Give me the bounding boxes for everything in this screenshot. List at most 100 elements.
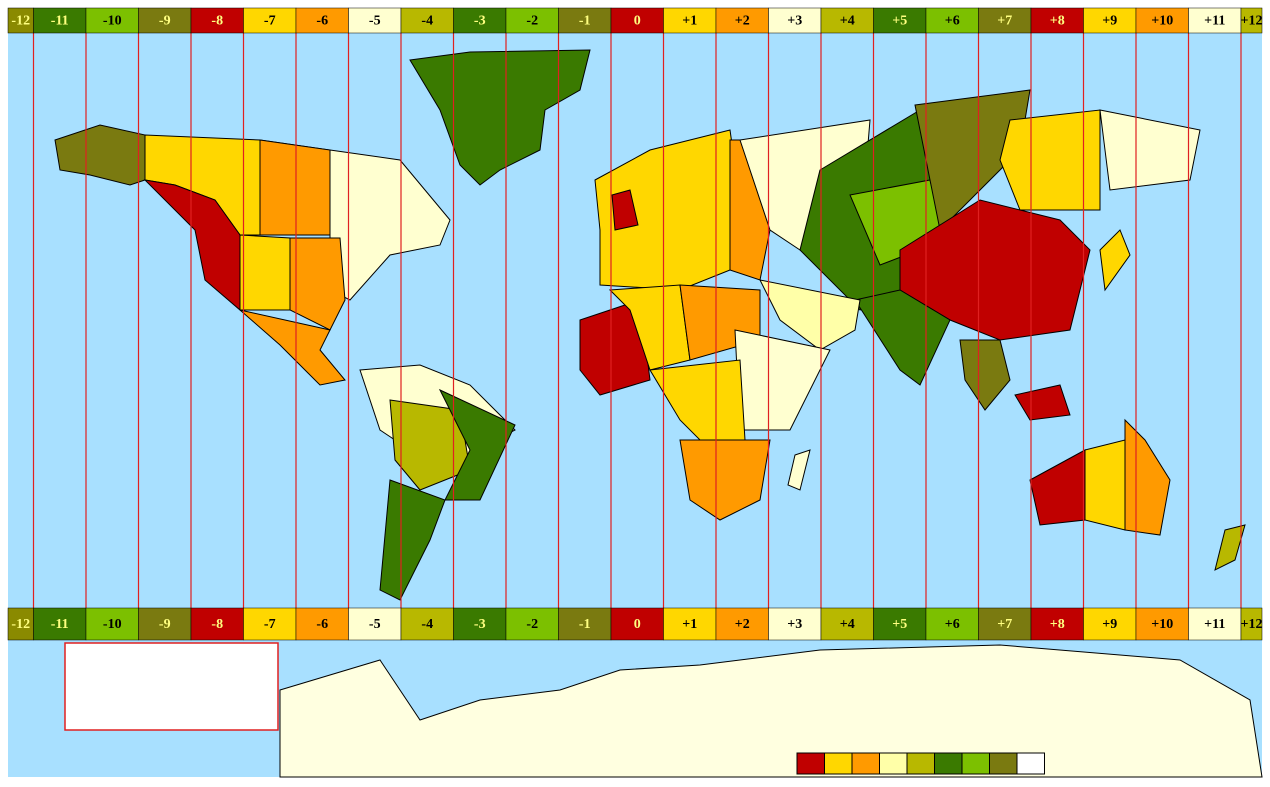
zone-cell: [505, 607, 559, 641]
zone-label: 0: [634, 617, 641, 632]
zone-label: +2: [735, 617, 750, 632]
inset-box: [64, 642, 279, 731]
zone-cell: [453, 607, 507, 641]
zone-label: +11: [1204, 617, 1225, 632]
zone-label: -1: [579, 14, 591, 29]
zone-cell: [138, 607, 192, 641]
zone-label: -12: [11, 617, 30, 632]
mexico: [239, 309, 346, 386]
zone-label: +12: [1241, 14, 1263, 29]
zone-cell: [925, 607, 979, 641]
zone-cell: [1240, 607, 1263, 641]
far-east: [1099, 109, 1201, 191]
legend: [796, 752, 1045, 775]
zone-cell: [558, 7, 612, 34]
legend-swatch: [824, 752, 853, 775]
zone-cell: [453, 7, 507, 34]
british-isles: [611, 189, 639, 231]
zone-label: +9: [1102, 14, 1117, 29]
zone-cell: [768, 607, 822, 641]
japan: [1099, 229, 1131, 292]
zone-bar-top: -12 -11 -10 -9 -8 -7 -6 -5 -4 -3 -2 -1 0 +1 +2 +3 +4 +5 +6…: [7, 7, 1263, 34]
new-zealand: [1214, 524, 1246, 571]
zone-cell: [820, 7, 874, 34]
land: [54, 49, 1263, 778]
middle-east: [759, 279, 861, 351]
zone-cell: [1083, 607, 1137, 641]
antarctica: [279, 644, 1263, 778]
zone-label: -3: [474, 617, 486, 632]
zone-cell: [243, 7, 297, 34]
zone-cell: [85, 607, 139, 641]
zone-cell: [925, 7, 979, 34]
zone-label: +9: [1102, 617, 1117, 632]
zone-label: -11: [51, 617, 69, 632]
zone-cell: [610, 7, 664, 34]
zone-cell: [978, 607, 1032, 641]
south-america-central: [389, 399, 471, 491]
zone-label: -5: [369, 14, 381, 29]
zone-bar-bottom: -12 -11 -10 -9 -8 -7 -6 -5 -4 -3 -2 -1 0 +1 +2 +3 +4 +5 +6…: [7, 607, 1263, 641]
zone-cell: [190, 607, 244, 641]
zone-cell: [243, 607, 297, 641]
zone-label: +10: [1151, 14, 1173, 29]
brazil: [438, 388, 516, 501]
zone-cell: [1135, 7, 1189, 34]
zone-label: -3: [474, 14, 486, 29]
zone-cell: [295, 7, 349, 34]
zone-cell: [7, 607, 34, 641]
zone-label: +10: [1151, 617, 1173, 632]
zone-label: -9: [159, 14, 171, 29]
southeast-asia: [959, 339, 1011, 411]
zone-cell: [663, 607, 717, 641]
zone-label: -6: [316, 617, 328, 632]
zone-label: -10: [103, 617, 122, 632]
zone-label: -10: [103, 14, 122, 29]
zone-label: +5: [892, 14, 907, 29]
zone-label: +1: [682, 14, 697, 29]
zone-label: +4: [840, 617, 855, 632]
zone-label: +4: [840, 14, 855, 29]
zone-cell: [873, 7, 927, 34]
zone-label: -2: [526, 14, 538, 29]
zone-cell: [7, 7, 34, 34]
legend-swatch: [906, 752, 935, 775]
zone-label: +3: [787, 617, 802, 632]
zone-label: -4: [421, 14, 433, 29]
legend-swatch: [1016, 752, 1045, 775]
zone-label: +6: [945, 14, 960, 29]
zone-label: -7: [264, 617, 276, 632]
zone-cell: [978, 7, 1032, 34]
zone-cell: [663, 7, 717, 34]
zone-label: -4: [421, 617, 433, 632]
siberia: [914, 89, 1031, 232]
zone-cell: [1188, 607, 1242, 641]
africa-north: [608, 284, 691, 371]
legend-swatch: [934, 752, 963, 775]
zone-label: -1: [579, 617, 591, 632]
zone-label: +3: [787, 14, 802, 29]
africa-south: [679, 439, 771, 521]
zone-cell: [400, 607, 454, 641]
zone-cell: [1135, 607, 1189, 641]
zone-cell: [295, 607, 349, 641]
zone-label: +8: [1050, 14, 1065, 29]
zone-label: +7: [997, 617, 1012, 632]
zone-label: -8: [211, 14, 223, 29]
zone-cell: [348, 7, 402, 34]
australia-central: [1084, 439, 1126, 531]
legend-swatch: [989, 752, 1018, 775]
indonesia: [1014, 384, 1071, 421]
legend-swatch: [879, 752, 908, 775]
canada-central: [259, 139, 331, 236]
zone-cell: [505, 7, 559, 34]
zone-lines: [32, 33, 1242, 608]
legend-swatch: [851, 752, 880, 775]
zone-cell: [1188, 7, 1242, 34]
zone-label: -9: [159, 617, 171, 632]
zone-label: -6: [316, 14, 328, 29]
zone-cell: [138, 7, 192, 34]
zone-label: +2: [735, 14, 750, 29]
